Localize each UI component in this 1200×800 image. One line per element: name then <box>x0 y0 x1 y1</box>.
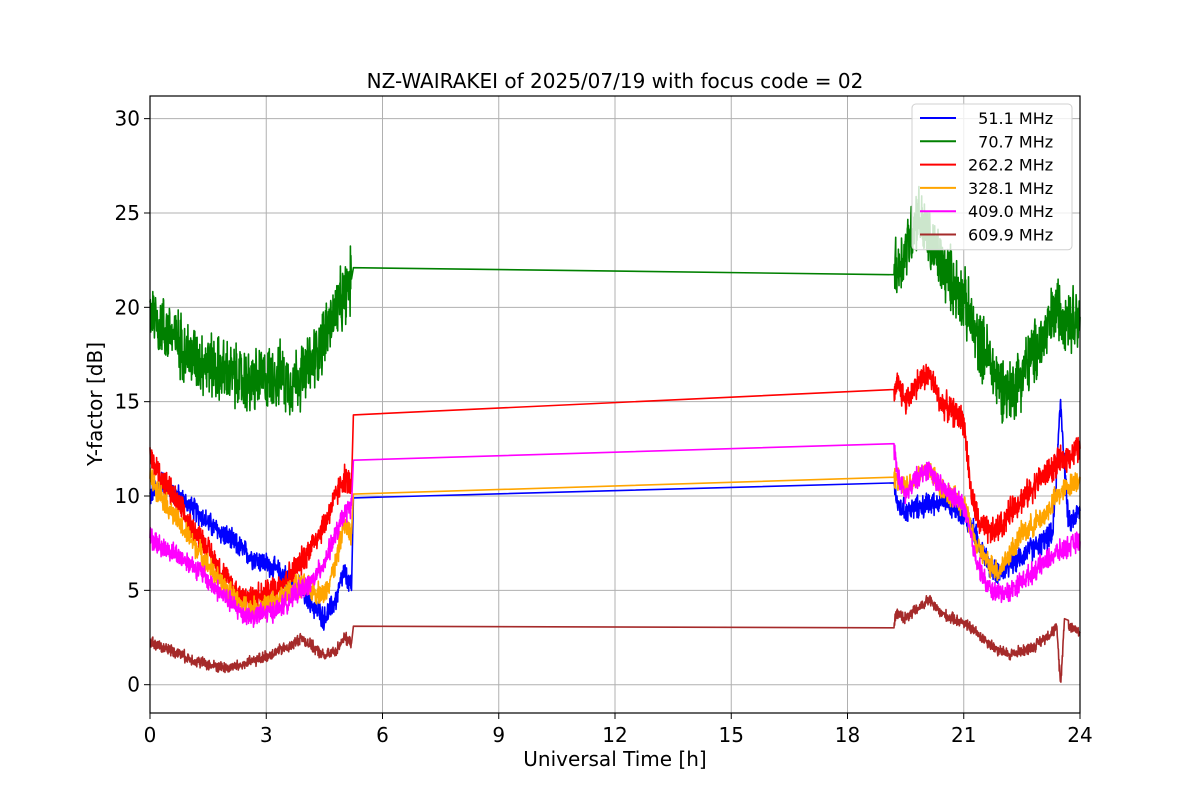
x-tick-label: 18 <box>835 723 860 747</box>
x-tick-label: 21 <box>951 723 976 747</box>
y-tick-label: 25 <box>115 201 140 225</box>
x-tick-label: 24 <box>1067 723 1092 747</box>
x-tick-label: 12 <box>602 723 627 747</box>
legend-entry: 409.0 MHz <box>968 202 1053 221</box>
series-line-0 <box>149 398 1081 631</box>
x-tick-label: 6 <box>376 723 389 747</box>
y-tick-label: 0 <box>127 673 140 697</box>
series-group <box>149 185 1081 683</box>
y-tick-label: 30 <box>115 107 140 131</box>
y-tick-label: 20 <box>115 295 140 319</box>
series-line-2 <box>149 363 1081 613</box>
chart-title: NZ-WAIRAKEI of 2025/07/19 with focus cod… <box>367 69 864 93</box>
series-line-4 <box>149 442 1081 628</box>
y-tick-label: 15 <box>115 390 140 414</box>
legend-entry: 262.2 MHz <box>968 156 1053 175</box>
series-line-3 <box>149 461 1081 622</box>
x-axis-label: Universal Time [h] <box>523 747 706 771</box>
legend-entry: 70.7 MHz <box>968 132 1053 151</box>
y-axis: 0 5 10 15 20 25 30 <box>115 107 150 697</box>
x-axis: 0 3 6 9 12 15 18 21 24 <box>144 713 1093 747</box>
legend-entry: 328.1 MHz <box>968 179 1053 198</box>
series-line-5 <box>149 594 1081 683</box>
x-tick-label: 9 <box>492 723 505 747</box>
x-tick-label: 0 <box>144 723 157 747</box>
x-tick-label: 15 <box>719 723 744 747</box>
y-tick-label: 5 <box>127 578 140 602</box>
legend: 51.1 MHz 70.7 MHz 262.2 MHz 328.1 MHz 409.0… <box>911 103 1073 251</box>
legend-entry: 51.1 MHz <box>968 109 1053 128</box>
legend-entry: 609.9 MHz <box>968 226 1053 245</box>
y-axis-label: Y-factor [dB] <box>83 342 107 467</box>
y-tick-label: 10 <box>115 484 140 508</box>
series-line-1 <box>149 185 1081 424</box>
x-tick-label: 3 <box>260 723 273 747</box>
